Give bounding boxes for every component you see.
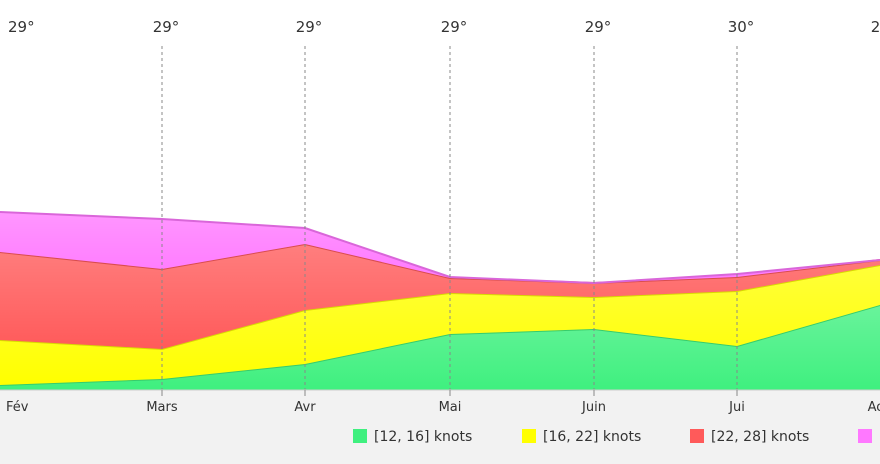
legend-swatch (858, 429, 872, 443)
x-tick-label: Mars (146, 400, 178, 415)
x-tick-label: Avr (294, 400, 316, 415)
area-series-3-shade (0, 212, 880, 283)
area-series-0-shade (0, 305, 880, 390)
legend: [12, 16] knots [16, 22] knots [22, 28] kno… (353, 429, 880, 445)
x-tick-label: Jui (728, 400, 745, 415)
legend-item[interactable]: [16, 22] knots (522, 429, 641, 445)
temperature-label: 30° (728, 18, 755, 36)
area-series-2-shade (0, 244, 880, 349)
legend-item[interactable]: [28, 34] knots (858, 429, 880, 445)
x-tick-label: Mai (439, 400, 462, 415)
legend-swatch (690, 429, 704, 443)
temperature-label: 29° (871, 18, 880, 36)
legend-swatch (353, 429, 367, 443)
temperature-label: 29° (8, 18, 35, 36)
temperature-label: 29° (153, 18, 180, 36)
temperature-labels: 29° 29° 29° 29° 29° 30° 29° (8, 18, 880, 36)
legend-item[interactable]: [22, 28] knots (690, 429, 809, 445)
x-tick-label: Fév (6, 400, 29, 415)
x-tick-label: Aoû (868, 400, 880, 415)
x-tick-label: Juin (581, 400, 606, 415)
legend-swatch (522, 429, 536, 443)
temperature-label: 29° (296, 18, 323, 36)
temperature-label: 29° (441, 18, 468, 36)
legend-label: [12, 16] knots (374, 429, 472, 445)
temperature-label: 29° (585, 18, 612, 36)
legend-label: [16, 22] knots (543, 429, 641, 445)
x-axis-ticks: Fév Mars Avr Mai Juin Jui Aoû (6, 390, 880, 415)
legend-item[interactable]: [12, 16] knots (353, 429, 472, 445)
legend-label: [22, 28] knots (711, 429, 809, 445)
